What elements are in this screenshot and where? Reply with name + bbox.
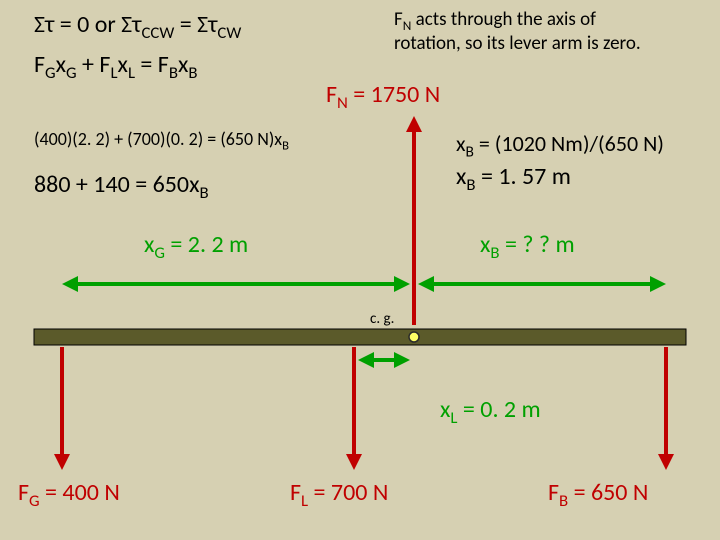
- arrow-fg-head: [54, 454, 70, 470]
- fl-value: FL = 700 N: [290, 478, 388, 508]
- span-xb-head-right: [650, 276, 666, 292]
- xb-result-line2: xB = 1. 57 m: [456, 162, 571, 192]
- equation-substituted: (400)(2. 2) + (700)(0. 2) = (650 N)xB: [34, 128, 289, 151]
- equation-moment-balance: FGxG + FLxL = FBxB: [34, 50, 198, 80]
- xl-label: xL = 0. 2 m: [440, 395, 541, 425]
- note-fn-leverarm: FN acts through the axis ofrotation, so …: [394, 8, 641, 56]
- fg-value: FG = 400 N: [18, 478, 120, 508]
- arrow-fn-head: [406, 116, 422, 132]
- xb-label: xB = ? ? m: [480, 230, 575, 260]
- span-xl-head-right: [394, 352, 410, 368]
- xb-result-line1: xB = (1020 Nm)/(650 N): [456, 130, 664, 158]
- fn-value: FN = 1750 N: [326, 80, 440, 110]
- equation-simplified: 880 + 140 = 650xB: [34, 170, 209, 200]
- arrow-fb-head: [658, 454, 674, 470]
- span-xb-head-left: [418, 276, 434, 292]
- arrow-fl-head: [346, 454, 362, 470]
- equation-torque-sum: Στ = 0 or ΣτCCW = ΣτCW: [34, 10, 241, 40]
- span-xg-head-left: [62, 276, 78, 292]
- xg-label: xG = 2. 2 m: [144, 230, 248, 260]
- pivot-point: [409, 332, 419, 342]
- cg-label: c. g.: [370, 310, 394, 329]
- fb-value: FB = 650 N: [548, 478, 648, 508]
- beam: [34, 329, 686, 345]
- span-xl-head-left: [358, 352, 374, 368]
- span-xg-head-right: [394, 276, 410, 292]
